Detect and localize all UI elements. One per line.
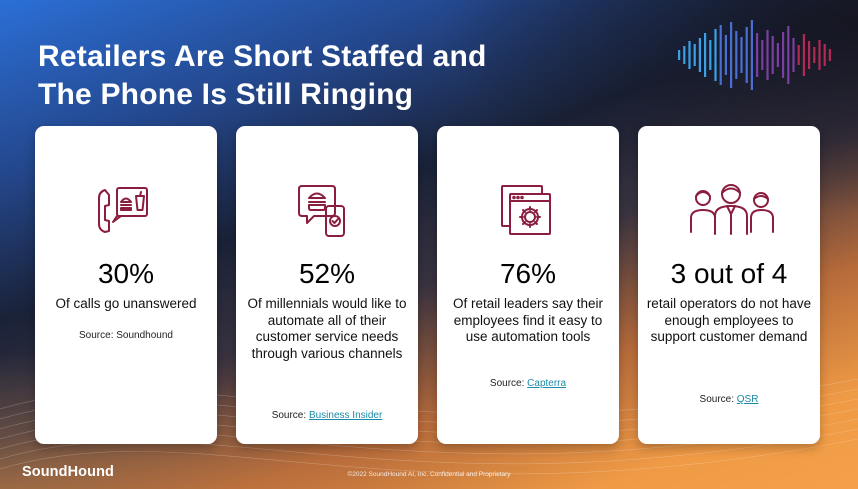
stat-value: 3 out of 4	[670, 258, 788, 289]
source-label: Source: Soundhound	[79, 330, 173, 341]
stat-description: retail operators do not have enough empl…	[646, 296, 812, 344]
stat-description: Of retail leaders say their employees fi…	[452, 296, 604, 344]
chat-burger-icon	[298, 185, 345, 237]
soundhound-logo: SoundHound	[22, 464, 115, 480]
soundwave-bar	[683, 46, 686, 64]
soundwave-bar	[828, 49, 831, 61]
soundwave-bar	[771, 36, 774, 74]
soundwave-bar	[709, 40, 712, 70]
soundwave-bar	[730, 22, 733, 88]
soundwave-bar	[761, 40, 764, 70]
page-title: Retailers Are Short Staffed and The Phon…	[38, 38, 487, 114]
soundwave-bar	[735, 31, 738, 79]
soundwave-bar	[693, 44, 696, 66]
title-line-1: Retailers Are Short Staffed and	[38, 40, 487, 73]
soundwave-bar	[792, 38, 795, 72]
soundwave-bars-icon	[678, 20, 831, 90]
soundwave-bar	[802, 34, 805, 76]
stat-card-1: 30% Of calls go unanswered Source: Sound…	[35, 126, 217, 444]
soundwave-bar	[750, 20, 753, 90]
source-label: Source:	[699, 394, 737, 405]
title-line-2: The Phone Is Still Ringing	[38, 78, 414, 111]
source-link[interactable]: QSR	[736, 394, 759, 405]
soundwave-bar	[782, 32, 785, 78]
source-label: Source:	[271, 410, 309, 421]
soundwave-bar	[756, 33, 759, 77]
soundwave-bar	[766, 30, 769, 80]
source-text: Source: Business Insider	[236, 410, 418, 421]
stat-value: 76%	[499, 258, 557, 289]
source-link[interactable]: Business Insider	[308, 410, 383, 421]
soundwave-bar	[714, 29, 717, 81]
soundwave-bar	[688, 41, 691, 69]
soundwave-bar	[818, 40, 821, 70]
stat-description: Of calls go unanswered	[55, 296, 197, 311]
source-text: Source: Capterra	[437, 378, 619, 389]
phone-order-icon	[98, 187, 148, 233]
source-link[interactable]: Capterra	[527, 378, 567, 389]
stat-value: 52%	[298, 258, 356, 289]
soundwave-bar	[808, 41, 811, 69]
stat-card-3: 76% Of retail leaders say their employee…	[437, 126, 619, 444]
soundwave-bar	[745, 27, 748, 83]
soundwave-bar	[724, 35, 727, 75]
stat-description: Of millennials would like to automate al…	[247, 296, 407, 361]
footer-copyright: ©2022 SoundHound AI, Inc. Confidential a…	[347, 471, 511, 478]
source-label: Source:	[489, 378, 528, 389]
browser-gear-icon	[501, 185, 551, 235]
soundwave-bar	[698, 38, 701, 72]
stat-value: 30%	[97, 258, 155, 289]
soundwave-bar	[797, 45, 800, 65]
soundwave-bar	[823, 44, 826, 66]
soundwave-bar	[719, 25, 722, 85]
stat-card-4: 3 out of 4 retail operators do not have …	[638, 126, 820, 444]
staff-group-icon	[690, 184, 774, 235]
soundwave-bar	[813, 47, 816, 63]
stat-card-2: 52% Of millennials would like to automat…	[236, 126, 418, 444]
source-text: Source: QSR	[638, 394, 820, 405]
soundwave-bar	[740, 37, 743, 73]
soundwave-bar	[678, 50, 681, 60]
source-text: Source: Soundhound	[35, 330, 217, 341]
soundwave-bar	[704, 33, 707, 77]
soundwave-bar	[787, 26, 790, 84]
soundwave-bar	[776, 43, 779, 67]
